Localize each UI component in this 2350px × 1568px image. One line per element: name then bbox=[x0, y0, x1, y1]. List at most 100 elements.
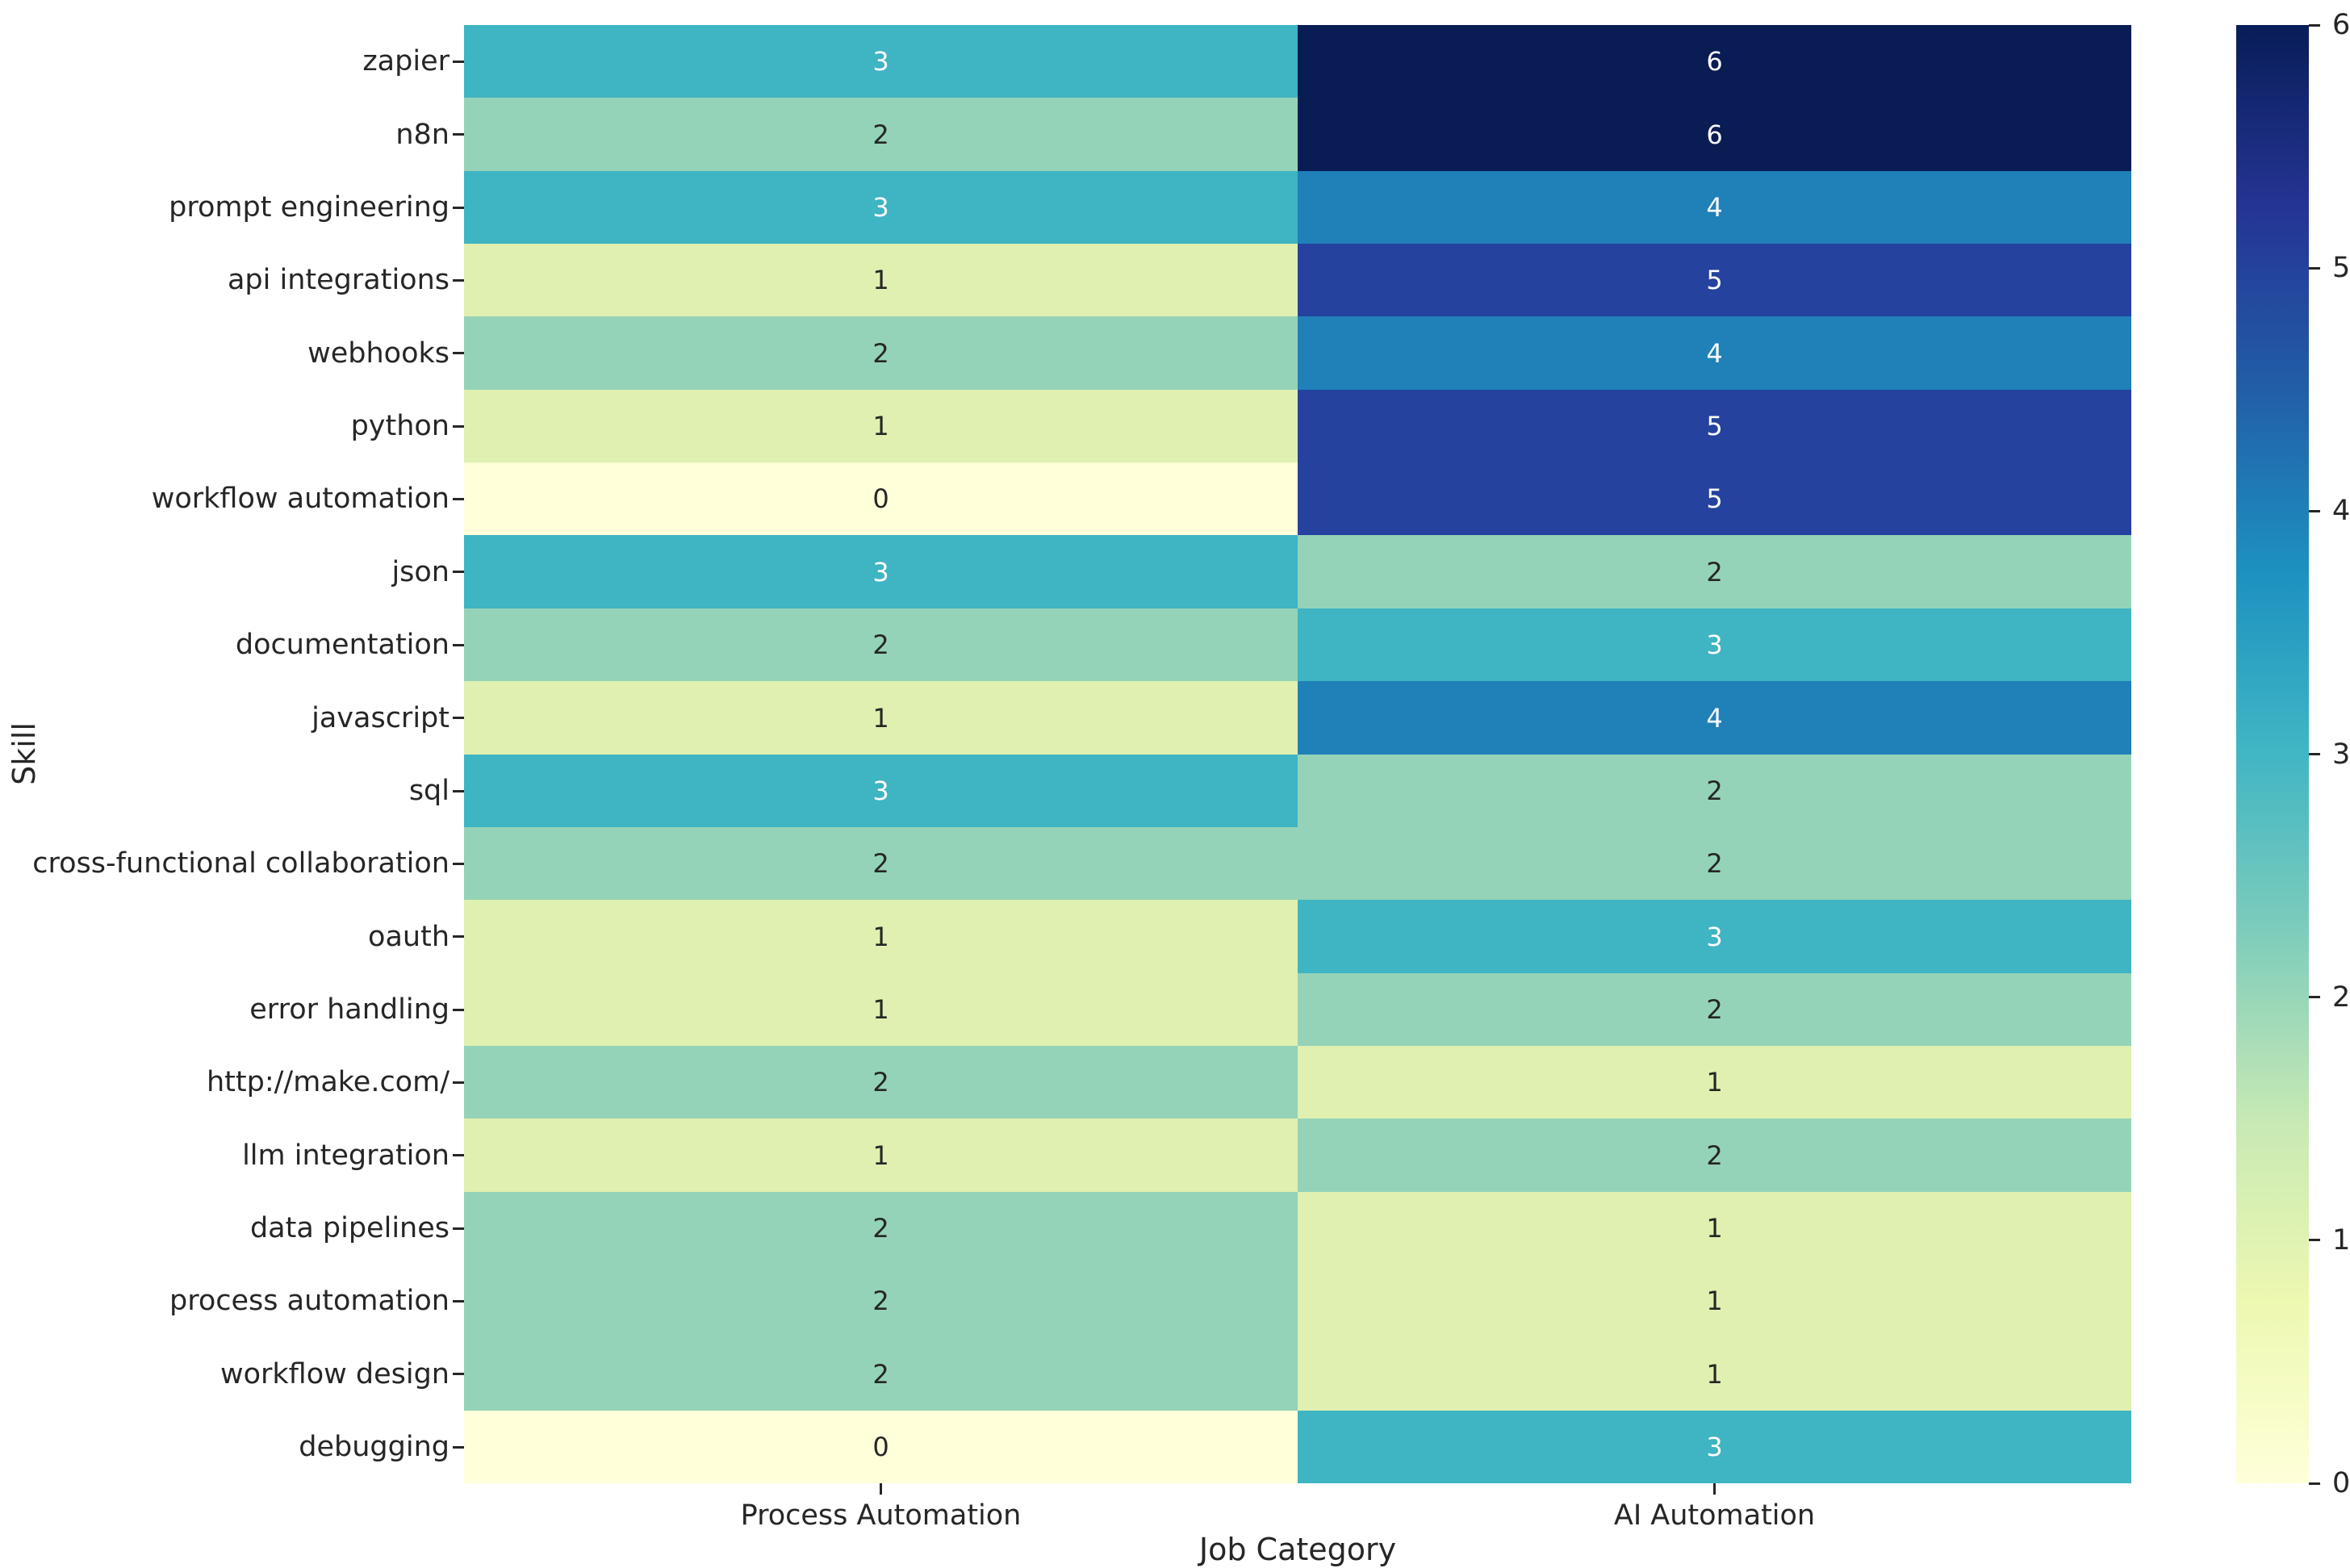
y-tick-mark bbox=[453, 1154, 464, 1156]
cell-value: 2 bbox=[872, 337, 889, 369]
cell-value: 2 bbox=[872, 1213, 889, 1244]
heatmap-cell: 5 bbox=[1298, 390, 2131, 462]
cell-value: 1 bbox=[1706, 1358, 1723, 1390]
y-tick-mark bbox=[453, 352, 464, 354]
colorbar-tick-label: 5 bbox=[2332, 252, 2350, 285]
y-tick-label: error handling bbox=[249, 993, 450, 1026]
y-tick-label: http://make.com/ bbox=[207, 1066, 450, 1098]
heatmap-cell: 1 bbox=[464, 390, 1298, 462]
cell-value: 3 bbox=[872, 46, 889, 77]
cell-value: 1 bbox=[872, 921, 889, 952]
y-tick-mark bbox=[453, 717, 464, 719]
y-tick-mark bbox=[453, 1081, 464, 1084]
y-tick-mark bbox=[453, 571, 464, 573]
y-tick-label: workflow automation bbox=[151, 483, 450, 515]
heatmap-grid: 3 6 2 6 3 4 1 5 2 4 1 5 0 5 3 2 2 3 1 4 3 2 2 2 1 3 1 2 2 1 1 2 2 1 2 1 2 1 0 3 bbox=[464, 25, 2131, 1483]
y-tick-label: data pipelines bbox=[249, 1212, 450, 1244]
cell-value: 2 bbox=[872, 119, 889, 150]
y-tick-label: workflow design bbox=[220, 1357, 450, 1390]
colorbar-tick-label: 0 bbox=[2332, 1467, 2350, 1499]
cell-value: 5 bbox=[1706, 265, 1723, 295]
heatmap-cell: 2 bbox=[464, 608, 1298, 681]
cell-value: 2 bbox=[1706, 994, 1723, 1025]
heatmap-cell: 5 bbox=[1298, 462, 2131, 535]
heatmap-cell: 3 bbox=[464, 535, 1298, 608]
y-tick-label: debugging bbox=[299, 1431, 450, 1463]
heatmap-cell: 2 bbox=[1298, 535, 2131, 608]
y-tick-label: sql bbox=[408, 775, 450, 807]
y-tick-mark bbox=[453, 935, 464, 938]
y-tick-mark bbox=[453, 206, 464, 209]
heatmap-cell: 2 bbox=[1298, 1119, 2131, 1192]
cell-value: 0 bbox=[872, 483, 889, 514]
colorbar bbox=[2236, 25, 2309, 1483]
cell-value: 2 bbox=[872, 1286, 889, 1316]
y-tick-label: cross-functional collaboration bbox=[32, 847, 450, 880]
heatmap-cell: 2 bbox=[464, 1046, 1298, 1119]
cell-value: 3 bbox=[1706, 921, 1723, 952]
x-tick-mark bbox=[880, 1483, 882, 1495]
cell-value: 3 bbox=[872, 556, 889, 587]
heatmap-cell: 1 bbox=[1298, 1046, 2131, 1119]
y-tick-label: json bbox=[391, 555, 450, 588]
y-tick-label: python bbox=[350, 410, 450, 442]
heatmap-cell: 1 bbox=[1298, 1192, 2131, 1265]
colorbar-tick-label: 6 bbox=[2332, 9, 2350, 41]
colorbar-tick-mark bbox=[2309, 266, 2320, 270]
cell-value: 6 bbox=[1706, 119, 1723, 150]
cell-value: 3 bbox=[1706, 629, 1723, 660]
y-tick-mark bbox=[453, 497, 464, 500]
heatmap-cell: 2 bbox=[464, 1337, 1298, 1411]
cell-value: 1 bbox=[872, 702, 889, 734]
cell-value: 1 bbox=[1706, 1067, 1723, 1098]
y-tick-mark bbox=[453, 133, 464, 136]
y-tick-mark bbox=[453, 1227, 464, 1230]
heatmap-cell: 1 bbox=[1298, 1265, 2131, 1337]
heatmap-cell: 2 bbox=[1298, 973, 2131, 1046]
y-tick-label: prompt engineering bbox=[169, 191, 450, 224]
cell-value: 1 bbox=[872, 1139, 889, 1171]
y-tick-label: documentation bbox=[235, 629, 450, 661]
cell-value: 5 bbox=[1706, 483, 1723, 514]
y-tick-label: n8n bbox=[395, 118, 450, 151]
heatmap-cell: 1 bbox=[464, 900, 1298, 973]
cell-value: 2 bbox=[872, 629, 889, 660]
y-tick-mark bbox=[453, 1008, 464, 1011]
heatmap-cell: 2 bbox=[464, 1192, 1298, 1265]
colorbar-tick-mark bbox=[2309, 1239, 2320, 1242]
heatmap-cell: 6 bbox=[1298, 98, 2131, 171]
y-tick-label: zapier bbox=[362, 45, 450, 77]
colorbar-tick-label: 3 bbox=[2332, 738, 2350, 771]
heatmap-cell: 3 bbox=[1298, 1411, 2131, 1483]
y-tick-label: javascript bbox=[312, 701, 450, 734]
heatmap-cell: 6 bbox=[1298, 25, 2131, 98]
colorbar-tick-label: 1 bbox=[2332, 1223, 2350, 1256]
cell-value: 0 bbox=[872, 1432, 889, 1462]
y-tick-label: llm integration bbox=[242, 1139, 450, 1172]
cell-value: 4 bbox=[1706, 702, 1723, 734]
colorbar-tick-label: 2 bbox=[2332, 981, 2350, 1014]
y-tick-mark bbox=[453, 1299, 464, 1302]
heatmap-cell: 3 bbox=[464, 25, 1298, 98]
heatmap-cell: 1 bbox=[464, 1119, 1298, 1192]
heatmap-cell: 2 bbox=[464, 316, 1298, 390]
cell-value: 1 bbox=[1706, 1213, 1723, 1244]
cell-value: 3 bbox=[1706, 1432, 1723, 1462]
cell-value: 1 bbox=[872, 994, 889, 1025]
cell-value: 2 bbox=[872, 848, 889, 879]
heatmap-cell: 3 bbox=[464, 171, 1298, 244]
x-tick-label: AI Automation bbox=[1613, 1499, 1816, 1532]
cell-value: 5 bbox=[1706, 411, 1723, 441]
cell-value: 2 bbox=[1706, 1139, 1723, 1171]
cell-value: 2 bbox=[1706, 848, 1723, 879]
heatmap-cell: 3 bbox=[1298, 608, 2131, 681]
y-tick-label: api integrations bbox=[227, 264, 450, 296]
y-tick-mark bbox=[453, 1445, 464, 1449]
cell-value: 2 bbox=[1706, 556, 1723, 587]
y-tick-label: webhooks bbox=[307, 337, 450, 370]
heatmap-cell: 1 bbox=[464, 681, 1298, 755]
heatmap-cell: 4 bbox=[1298, 171, 2131, 244]
colorbar-tick-label: 4 bbox=[2332, 495, 2350, 528]
y-tick-mark bbox=[453, 643, 464, 646]
